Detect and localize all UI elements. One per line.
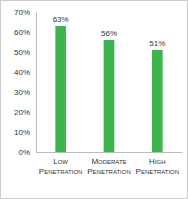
bars [55,26,162,152]
y-tick: 0% [18,148,36,157]
y-tick: 50% [14,48,36,57]
y-tick-label: 0% [18,148,30,157]
y-axis-line [36,13,37,153]
x-axis [37,152,183,153]
y-tick: 40% [14,68,36,77]
data-label: 56% [101,29,117,38]
y-tick: 20% [14,108,36,117]
bar [152,50,163,152]
data-label: 51% [149,39,165,48]
y-tick-label: 30% [14,88,30,97]
x-labels: LowPenetrationModeratePenetration HighPen… [39,157,179,176]
x-tick-label: ModeratePenetration [87,157,131,176]
y-axis: 0% 10% 20% 30% 40% 50% 60% 70% [14,8,37,157]
x-tick-label: HighPenetration [136,157,180,176]
data-label: 63% [53,15,69,24]
y-tick-label: 50% [14,48,30,57]
y-tick: 10% [14,128,36,137]
y-tick-label: 20% [14,108,30,117]
y-tick-label: 40% [14,68,30,77]
y-tick: 70% [14,8,36,17]
chart: 0% 10% 20% 30% 40% 50% 60% 70% LowPenetrationMod… [0,0,188,199]
x-axis-line [37,152,183,153]
bar [55,26,66,152]
data-labels: 63% 56% 51% [53,15,166,48]
y-tick-label: 60% [14,28,30,37]
bar [104,40,115,152]
y-tick-label: 10% [14,128,30,137]
y-tick: 30% [14,88,36,97]
y-tick-label: 70% [14,8,30,17]
y-tick: 60% [14,28,36,37]
frame [1,1,188,199]
x-tick-label: LowPenetration [39,157,83,176]
